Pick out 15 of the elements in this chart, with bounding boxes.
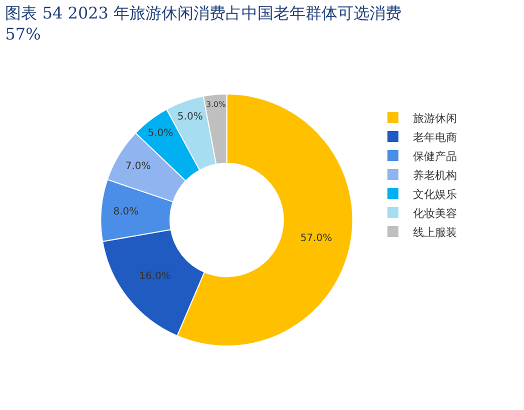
data-label: 8.0%: [113, 206, 139, 218]
data-label: 3.0%: [206, 100, 226, 110]
data-label: 16.0%: [139, 271, 171, 282]
legend-label: 化妆美容: [412, 206, 457, 220]
data-label: 57.0%: [300, 232, 332, 244]
data-label: 5.0%: [177, 112, 203, 123]
legend-label: 保健产品: [412, 150, 457, 163]
legend-label: 文化娱乐: [412, 188, 457, 201]
data-label: 5.0%: [148, 128, 174, 139]
legend-label: 养老机构: [412, 168, 457, 182]
data-label: 7.0%: [125, 160, 151, 172]
legend-label: 线上服装: [412, 226, 457, 239]
legend-label: 旅游休闲: [412, 112, 457, 125]
chart-title: 图表 54 2023 年旅游休闲消费占中国老年群体可选消费 57%: [5, 3, 402, 44]
legend-label: 老年电商: [412, 130, 457, 144]
